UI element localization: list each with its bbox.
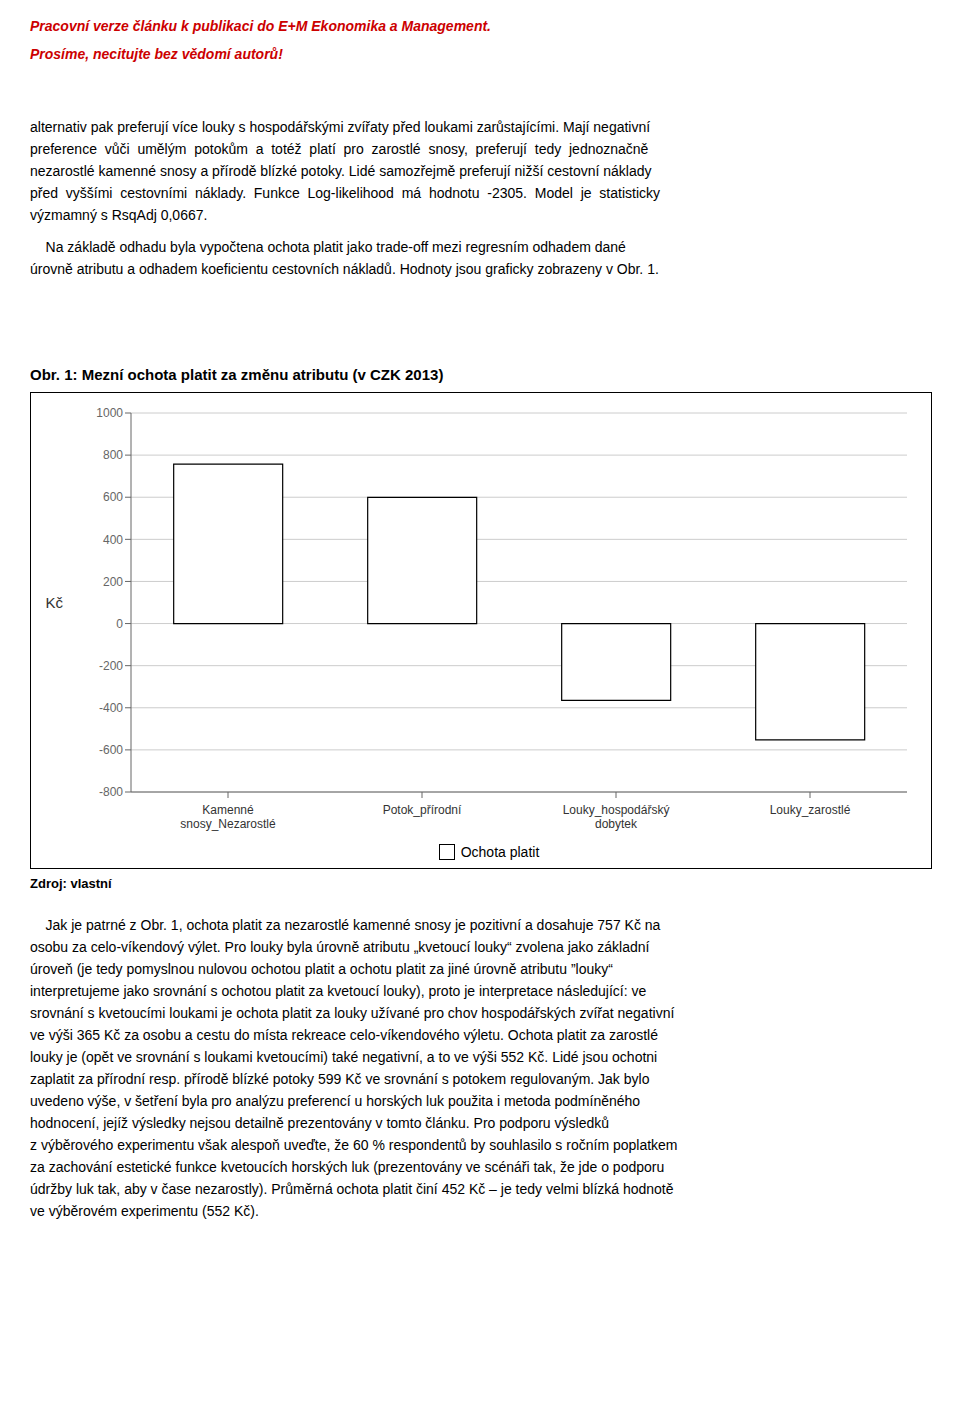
html-text:ve výběrovém experimentu (552: ve výběrovém experimentu (552 Kč). (30, 1203, 259, 1219)
html-text:Obr. 1: Mezní ochota platit za: Obr. 1: Mezní ochota platit za změnu atr… (30, 366, 444, 383)
html-text:alternativ pak preferují více: alternativ pak preferují více louky s ho… (30, 119, 651, 135)
html-text:Na základě odhadu byla vypočte: Na základě odhadu byla vypočtena ochota … (30, 239, 626, 255)
html-text:ve výši 365 Kč za osobu a cest: ve výši 365 Kč za osobu a cestu do místa… (30, 1027, 658, 1043)
svg-text:400: 400 (103, 533, 123, 547)
html-text:z výběrového experimentu však: z výběrového experimentu však alespoň uv… (30, 1137, 678, 1153)
html-text:louky je (opět ve srovnání s l: louky je (opět ve srovnání s loukami kve… (30, 1049, 658, 1065)
svg-text:200: 200 (103, 575, 123, 589)
html-text:Jak je patrné z Obr. 1, ochota: Jak je patrné z Obr. 1, ochota platit za… (30, 917, 661, 933)
svg-text:800: 800 (103, 448, 123, 462)
svg-text:Kamennésnosy_Nezarostlé: Kamennésnosy_Nezarostlé (180, 803, 276, 831)
html-text:zaplatit za přírodní resp. pří: zaplatit za přírodní resp. přírodě blízk… (30, 1071, 650, 1087)
svg-text:600: 600 (103, 490, 123, 504)
html-text:před vyššími cestovními náklad: před vyššími cestovními náklady. Funkce … (30, 185, 660, 201)
svg-text:1000: 1000 (96, 406, 123, 420)
html-text:úrovně atributu a odhadem koef: úrovně atributu a odhadem koeficientu ce… (30, 261, 659, 277)
html-text:hodnocení, jejíž výsledky nejs: hodnocení, jejíž výsledky nejsou detailn… (30, 1115, 609, 1131)
svg-text:-400: -400 (99, 701, 123, 715)
svg-text:-200: -200 (99, 659, 123, 673)
svg-text:0: 0 (116, 617, 123, 631)
html-text:Prosíme, necitujte bez vědomí: Prosíme, necitujte bez vědomí autorů! (30, 46, 283, 62)
svg-text:Louky_zarostlé: Louky_zarostlé (770, 803, 851, 817)
svg-text:Potok_přírodní: Potok_přírodní (383, 803, 462, 817)
html-text:Pracovní verze článku k publik: Pracovní verze článku k publikaci do E+M… (30, 18, 491, 34)
html-text:nezarostlé kamenné snosy a pří: nezarostlé kamenné snosy a přírodě blízk… (30, 163, 652, 179)
html-text:srovnání s kvetoucími loukami: srovnání s kvetoucími loukami je ochota … (30, 1005, 675, 1021)
html-text:výzmamný s RsqAdj 0,0667.: výzmamný s RsqAdj 0,0667. (30, 207, 208, 223)
svg-text:Kč: Kč (45, 594, 63, 611)
html-text:preference vůči umělým potokům: preference vůči umělým potokům a totéž p… (30, 141, 649, 157)
html-text:Ochota platit: Ochota platit (460, 844, 540, 860)
html-text:osobu za celo-víkendový výlet.: osobu za celo-víkendový výlet. Pro louky… (30, 939, 650, 955)
html-text:za zachování estetické funkce: za zachování estetické funkce kvetoucích… (30, 1159, 665, 1175)
svg-text:-600: -600 (99, 743, 123, 757)
html-text:Zdroj: vlastní: Zdroj: vlastní (30, 876, 112, 891)
html-text:úroveň (je tedy pomyslnou nulo: úroveň (je tedy pomyslnou nulovou ochoto… (30, 961, 613, 977)
html-text:uvedeno výše, v šetření byla p: uvedeno výše, v šetření byla pro analýzu… (30, 1093, 641, 1109)
svg-text:Louky_hospodářskýdobytek: Louky_hospodářskýdobytek (563, 803, 670, 831)
html-text:údržby luk tak, aby v čase nez: údržby luk tak, aby v čase nezarostly). … (30, 1181, 674, 1197)
html-text:interpretujeme jako srovnání s: interpretujeme jako srovnání s ochotou p… (30, 983, 647, 999)
svg-text:-800: -800 (99, 785, 123, 799)
